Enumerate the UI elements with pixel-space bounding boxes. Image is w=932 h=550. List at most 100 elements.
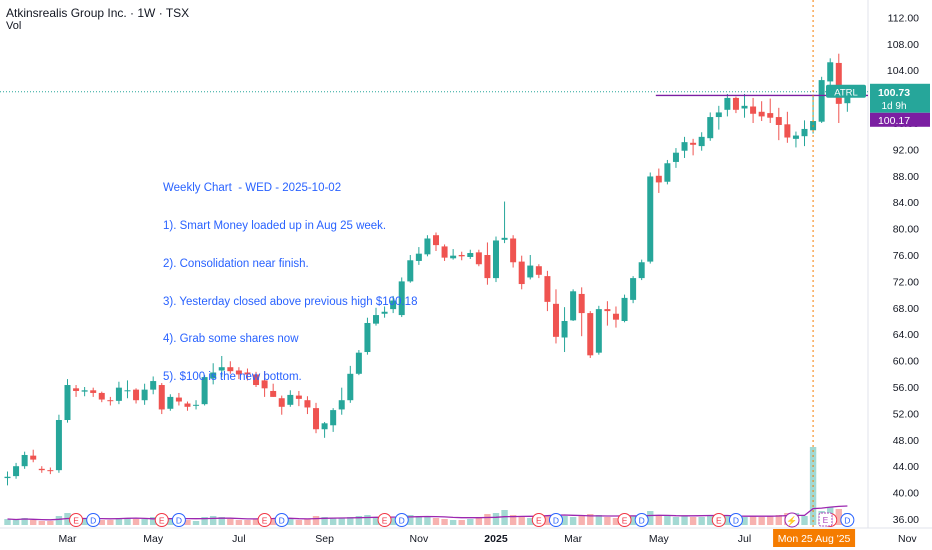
candle[interactable] [518, 261, 525, 285]
candle[interactable] [167, 396, 174, 409]
candle[interactable] [433, 235, 439, 246]
candle[interactable] [655, 175, 662, 183]
candle[interactable] [98, 392, 105, 400]
candle[interactable] [681, 142, 688, 151]
dividend-marker-icon[interactable] [634, 513, 649, 527]
earnings-marker-icon[interactable] [617, 513, 632, 527]
candle[interactable] [630, 278, 637, 300]
candle[interactable] [313, 408, 320, 430]
candle[interactable] [664, 163, 671, 182]
candle[interactable] [750, 106, 757, 114]
candle[interactable] [827, 62, 834, 82]
candle[interactable] [287, 394, 294, 405]
candle[interactable] [501, 237, 508, 240]
candle[interactable] [561, 321, 568, 338]
candle[interactable] [253, 374, 260, 386]
candle[interactable] [492, 240, 499, 279]
candle[interactable] [201, 377, 208, 405]
candle[interactable] [270, 390, 277, 397]
candle[interactable] [141, 389, 148, 401]
candle[interactable] [107, 400, 114, 402]
earnings-marker-icon[interactable] [154, 513, 169, 527]
candle[interactable] [570, 291, 577, 321]
candle[interactable] [407, 260, 414, 282]
candle[interactable] [458, 255, 465, 257]
candle[interactable] [698, 136, 705, 147]
candle[interactable] [4, 476, 11, 479]
candle[interactable] [758, 111, 765, 117]
candle[interactable] [184, 403, 191, 407]
earnings-marker-icon[interactable] [531, 513, 546, 527]
dividend-marker-icon[interactable] [171, 513, 186, 527]
candle[interactable] [235, 370, 242, 375]
candle[interactable] [64, 385, 71, 420]
candle[interactable] [193, 404, 200, 406]
candle[interactable] [90, 390, 97, 393]
earnings-marker-icon[interactable] [69, 513, 84, 527]
candle[interactable] [724, 97, 731, 110]
candle[interactable] [261, 380, 268, 389]
candle[interactable] [741, 105, 748, 109]
candle[interactable] [338, 400, 345, 410]
candle[interactable] [30, 455, 37, 460]
candle[interactable] [175, 397, 182, 402]
candle[interactable] [784, 124, 791, 138]
candle[interactable] [304, 400, 311, 408]
dividend-marker-icon[interactable] [548, 513, 563, 527]
candle[interactable] [441, 246, 448, 258]
candle[interactable] [295, 395, 302, 399]
candle[interactable] [398, 281, 405, 316]
candle[interactable] [578, 293, 585, 314]
candle[interactable] [124, 390, 131, 392]
candle[interactable] [364, 322, 371, 353]
candle[interactable] [818, 80, 825, 122]
candle[interactable] [715, 112, 722, 118]
candle[interactable] [278, 398, 285, 407]
candle[interactable] [647, 176, 654, 262]
candle[interactable] [150, 381, 157, 390]
candle[interactable] [690, 142, 697, 145]
candle[interactable] [81, 390, 88, 392]
candle[interactable] [158, 385, 165, 410]
upcoming-earnings-icon[interactable] [818, 512, 833, 527]
candle[interactable] [347, 373, 354, 401]
candle[interactable] [775, 117, 782, 125]
candle[interactable] [330, 410, 337, 426]
candle[interactable] [424, 238, 431, 255]
candle[interactable] [767, 113, 774, 118]
candle[interactable] [552, 303, 559, 337]
candle[interactable] [544, 276, 551, 302]
plot-area[interactable] [0, 0, 868, 528]
candle[interactable] [210, 372, 217, 379]
dividend-marker-icon[interactable] [86, 513, 101, 527]
candle[interactable] [321, 423, 328, 430]
earnings-marker-icon[interactable] [257, 513, 272, 527]
upcoming-split-icon[interactable] [784, 512, 800, 528]
dividend-marker-icon[interactable] [394, 513, 409, 527]
candle[interactable] [801, 128, 808, 137]
candle[interactable] [227, 367, 234, 372]
candle[interactable] [475, 252, 482, 265]
candle[interactable] [390, 300, 397, 310]
candle[interactable] [218, 367, 225, 371]
candle[interactable] [587, 313, 594, 356]
candle[interactable] [115, 387, 122, 401]
candle[interactable] [467, 253, 474, 257]
earnings-marker-icon[interactable] [377, 513, 392, 527]
candle[interactable] [13, 466, 20, 477]
candle[interactable] [47, 470, 54, 472]
candle[interactable] [638, 262, 645, 279]
candle[interactable] [381, 311, 388, 314]
dividend-marker-icon[interactable] [840, 513, 855, 527]
candle[interactable] [835, 62, 842, 104]
candle[interactable] [21, 454, 28, 467]
candle[interactable] [595, 309, 602, 353]
candle[interactable] [484, 255, 491, 279]
candle[interactable] [55, 420, 62, 471]
candle[interactable] [707, 117, 714, 139]
candle[interactable] [133, 389, 140, 401]
candle[interactable] [373, 315, 380, 324]
dividend-marker-icon[interactable] [274, 513, 289, 527]
candle[interactable] [527, 265, 534, 278]
